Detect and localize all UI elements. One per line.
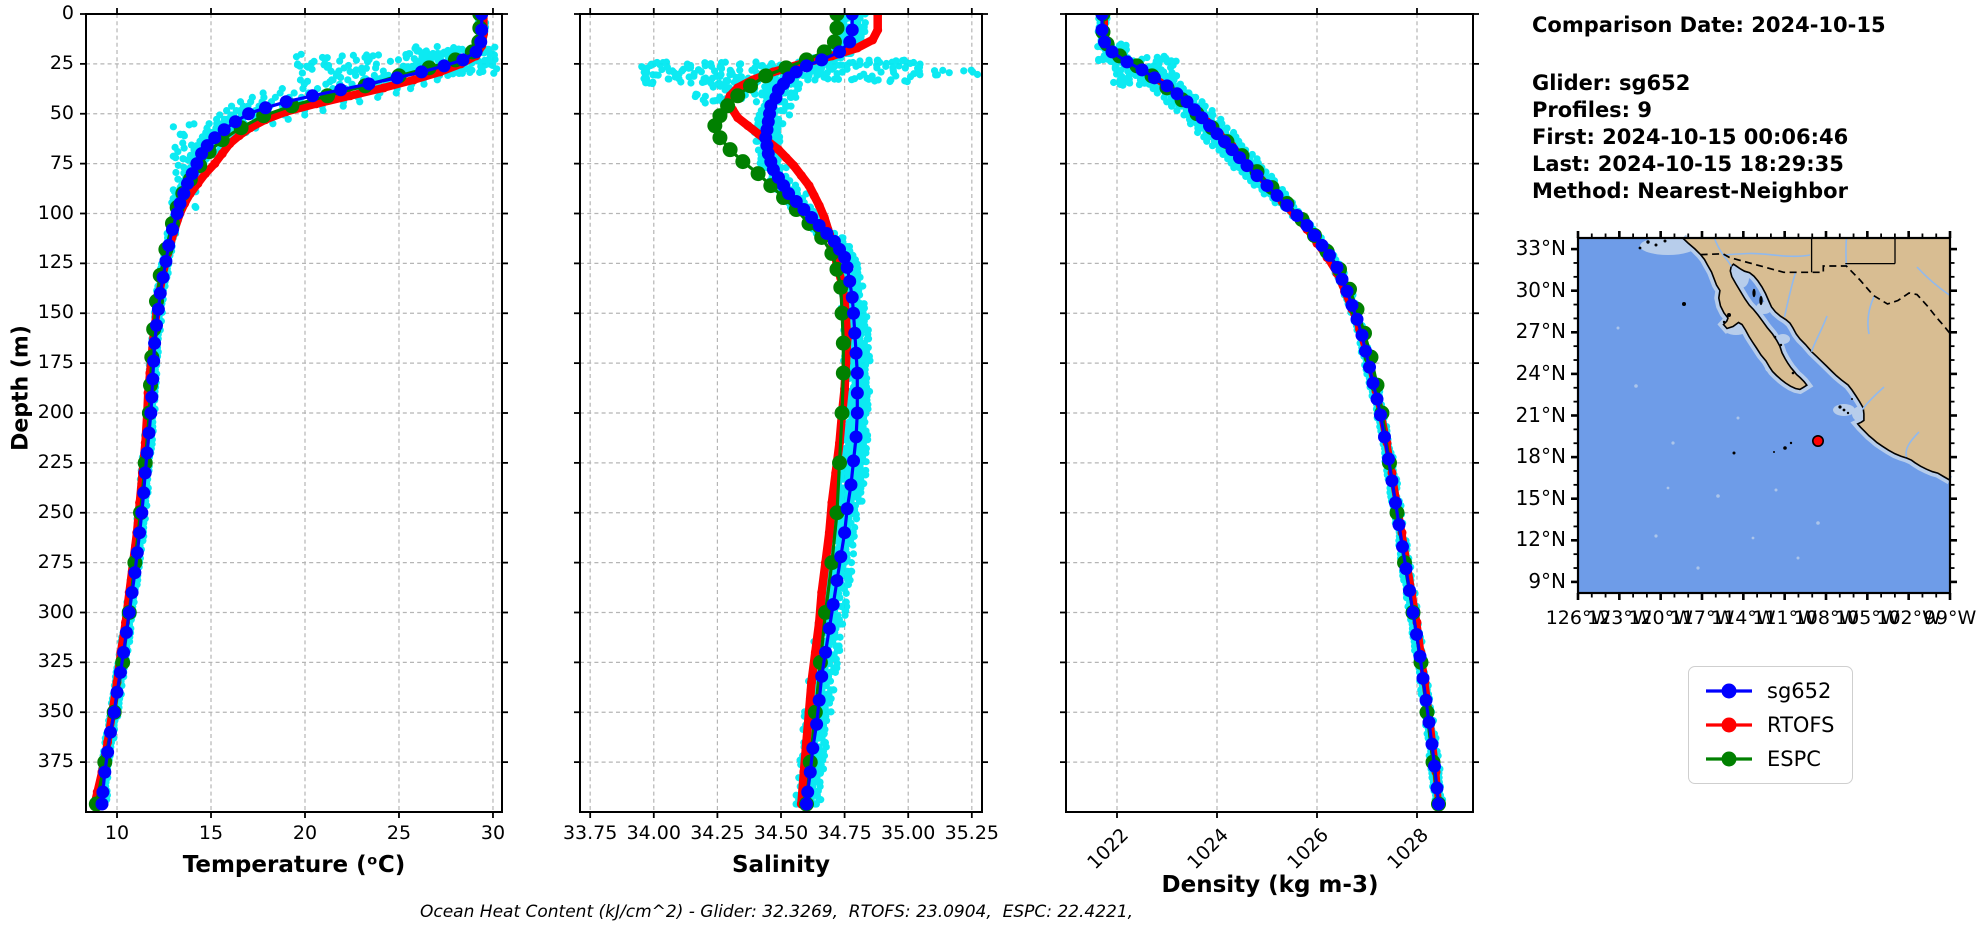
series-sg652 (95, 14, 489, 811)
map-lon-label: 126°W (1545, 607, 1611, 629)
map-rivers (1713, 237, 1951, 458)
depth-tick-label: 275 (37, 550, 74, 573)
comparison-date: Comparison Date: 2024-10-15 (1532, 13, 1886, 37)
map-land (1680, 237, 1951, 482)
depth-tick-label: 75 (49, 151, 74, 174)
meta-method: Method: Nearest-Neighbor (1532, 179, 1848, 203)
map-lon-label: 102°W (1876, 607, 1941, 629)
meta-profiles: Profiles: 9 (1532, 98, 1653, 122)
series-RTOFS (1100, 14, 1443, 809)
salinity-tick-label: 33.75 (562, 822, 618, 844)
temperature-tick-label: 15 (198, 822, 224, 844)
legend-marker-sg652 (1706, 683, 1752, 699)
salinity-axis-label: Salinity (731, 852, 831, 878)
legend-marker-espc (1706, 751, 1752, 767)
tick-marks (80, 8, 508, 818)
salinity-tick-label: 34.75 (817, 822, 872, 844)
map-lon-label: 114°W (1711, 607, 1776, 629)
map-lon-label: 108°W (1793, 607, 1859, 629)
legend: sg652 RTOFS ESPC (1688, 666, 1854, 784)
depth-axis-label: Depth (m) (8, 325, 34, 451)
map-lat-label: 27°N (1515, 319, 1566, 344)
legend-label-espc: ESPC (1767, 747, 1821, 771)
tick-marks (1060, 8, 1479, 818)
map-lat-label: 18°N (1515, 444, 1566, 469)
map-shallow-speckles (1616, 326, 1820, 570)
temperature-panel (80, 8, 508, 818)
depth-tick-label: 300 (37, 600, 74, 623)
map-ticks (1571, 231, 1957, 600)
legend-item-espc: ESPC (1703, 747, 1834, 771)
legend-label-rtofs: RTOFS (1767, 713, 1835, 737)
temperature-axis-label: Temperature (ᵒC) (182, 852, 406, 878)
depth-tick-label: 225 (37, 450, 74, 473)
depth-tick-label: 175 (37, 351, 74, 374)
density-axis-label: Density (kg m-3) (1161, 872, 1379, 898)
legend-marker-rtofs (1706, 717, 1752, 733)
map-lon-label: 99°W (1923, 607, 1977, 629)
depth-tick-label: 350 (37, 700, 74, 723)
depth-tick-label: 25 (49, 51, 74, 74)
series-sg652 (759, 14, 864, 811)
depth-tick-label: 50 (49, 101, 74, 124)
map-lat-label: 24°N (1515, 360, 1566, 385)
salinity-tick-label: 34.00 (626, 822, 681, 844)
series-sg652 (1095, 14, 1445, 811)
map-islands (1638, 239, 1853, 455)
depth-tick-label: 250 (37, 500, 74, 523)
map-lat-label: 30°N (1515, 277, 1566, 302)
depth-tick-label: 125 (37, 251, 74, 274)
location-map (1571, 231, 1957, 600)
density-panel (1060, 8, 1479, 818)
legend-item-rtofs: RTOFS (1703, 713, 1834, 737)
map-lat-label: 15°N (1515, 485, 1566, 510)
map-lon-label: 120°W (1628, 607, 1693, 629)
map-lon-label: 117°W (1669, 607, 1735, 629)
raw-glider-scatter (1094, 14, 1447, 808)
raw-glider-scatter (95, 14, 501, 808)
meta-glider: Glider: sg652 (1532, 71, 1691, 95)
tick-marks (574, 8, 988, 818)
salinity-tick-label: 35.00 (881, 822, 936, 844)
depth-tick-label: 200 (37, 401, 74, 423)
temperature-tick-label: 20 (292, 822, 318, 844)
temperature-tick-label: 30 (480, 822, 506, 844)
map-state-borders (1810, 238, 1896, 273)
meta-first-time: First: 2024-10-15 00:06:46 (1532, 125, 1849, 149)
map-graphic (1571, 231, 1957, 600)
depth-tick-label: 100 (37, 201, 74, 224)
map-lon-label: 123°W (1587, 607, 1652, 629)
salinity-tick-label: 34.50 (753, 822, 809, 844)
depth-tick-label: 0 (61, 2, 74, 24)
map-lat-label: 9°N (1528, 568, 1566, 593)
salinity-panel (574, 8, 988, 818)
temperature-tick-label: 25 (386, 822, 412, 844)
map-lat-label: 21°N (1515, 402, 1566, 427)
salinity-tick-label: 35.25 (944, 822, 1000, 844)
ocean-heat-content-text: Ocean Heat Content (kJ/cm^2) - Glider: 3… (420, 902, 1134, 922)
map-lon-label: 111°W (1752, 607, 1817, 629)
grid-lines (1066, 14, 1473, 812)
depth-tick-label: 375 (37, 750, 74, 773)
map-lat-label: 12°N (1515, 527, 1566, 552)
depth-tick-label: 325 (37, 650, 74, 673)
map-lon-label: 105°W (1835, 607, 1900, 629)
temperature-tick-label: 10 (104, 822, 130, 844)
meta-last-time: Last: 2024-10-15 18:29:35 (1532, 152, 1844, 176)
legend-item-sg652: sg652 (1703, 679, 1834, 703)
glider-position-marker (1812, 435, 1825, 448)
map-lat-label: 33°N (1515, 236, 1566, 261)
depth-tick-label: 150 (37, 301, 74, 324)
legend-label-sg652: sg652 (1767, 679, 1832, 703)
series-ESPC (1095, 14, 1446, 812)
salinity-tick-label: 34.25 (690, 822, 745, 844)
